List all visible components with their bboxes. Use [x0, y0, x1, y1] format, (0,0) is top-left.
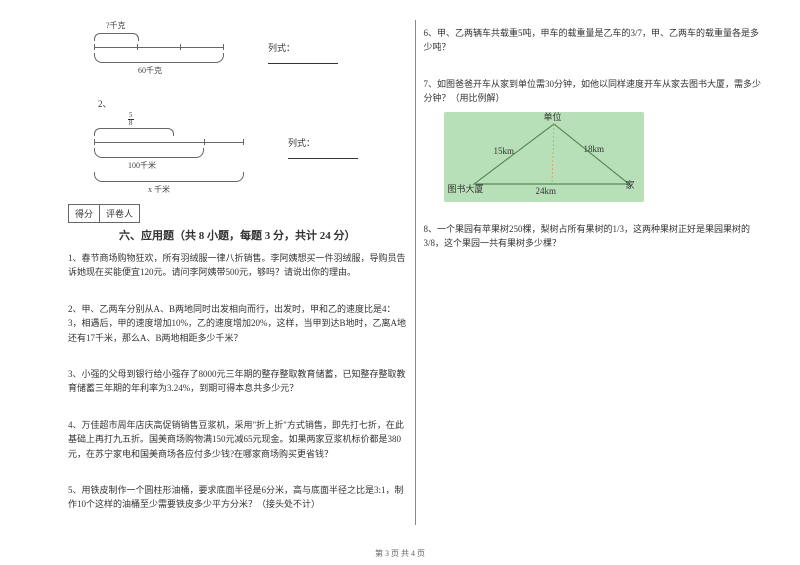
- d1-liesh: 列式：: [268, 41, 338, 66]
- tri-left: 图书大厦: [448, 182, 484, 195]
- d1-line: [94, 47, 224, 48]
- d2-number: 2、: [98, 97, 407, 110]
- d2-top-brace: [94, 128, 174, 136]
- d2-bottom-brace: [94, 172, 244, 182]
- d2-line: [94, 142, 244, 143]
- question-6: 6、甲、乙两辆车共载重5吨，甲车的载重量是乙车的3/7，甲、乙两车的载重量各是多…: [424, 26, 763, 55]
- d1-bottom-label: 60千克: [138, 65, 162, 76]
- d2-mid-brace: [94, 148, 204, 158]
- triangle-diagram: 单位 图书大厦 家 15km 18km 24km: [444, 112, 644, 202]
- d2-frac: 58: [128, 112, 134, 127]
- score-box: 得分 评卷人: [68, 204, 407, 223]
- tri-side-left: 15km: [494, 146, 515, 156]
- tri-side-right: 18km: [584, 144, 605, 154]
- tri-apex: 单位: [544, 110, 562, 123]
- section-title: 六、应用题（共 8 小题，每题 3 分，共计 24 分）: [68, 227, 407, 243]
- d2-liesh: 列式：: [288, 136, 358, 161]
- page-footer: 第 3 页 共 4 页: [0, 548, 800, 559]
- d2-bottom-label: x 千米: [148, 184, 170, 195]
- d1-bottom-brace: [94, 53, 224, 63]
- tri-base: 24km: [536, 186, 557, 196]
- d1-top-label: ?千克: [106, 20, 407, 31]
- diagram-1: ?千克 列式： 60千克: [88, 20, 407, 87]
- question-1: 1、春节商场购物狂欢，所有羽绒服一律八折销售。李阿姨想买一件羽绒服，导购员告诉她…: [68, 251, 407, 280]
- score-right: 评卷人: [99, 204, 140, 223]
- d2-mid-label: 100千米: [128, 160, 156, 171]
- question-2: 2、甲、乙两车分别从A、B两地同时出发相向而行，出发时，甲和乙的速度比是4：3，…: [68, 302, 407, 345]
- score-left: 得分: [68, 204, 100, 223]
- left-column: ?千克 列式： 60千克 2、 58 列式：: [60, 20, 416, 525]
- d1-top-brace: [94, 33, 139, 41]
- tri-right: 家: [626, 178, 635, 191]
- question-4: 4、万佳超市周年店庆高促销销售豆浆机，采用"折上折"方式销售，即先打七折，在此基…: [68, 418, 407, 461]
- diagram-2: 58 列式： 100千米 x 千米: [88, 116, 407, 194]
- question-5: 5、用铁皮制作一个圆柱形油桶，要求底面半径是6分米，高与底面半径之比是3:1，制…: [68, 483, 407, 512]
- right-column: 6、甲、乙两辆车共载重5吨，甲车的载重量是乙车的3/7，甲、乙两车的载重量各是多…: [416, 20, 771, 525]
- question-7: 7、如图爸爸开车从家到单位需30分钟，如他以同样速度开车从家去图书大厦，需多少分…: [424, 77, 763, 106]
- question-3: 3、小强的父母到银行给小强存了8000元三年期的整存整取教育储蓄，已知整存整取教…: [68, 367, 407, 396]
- question-8: 8、一个果园有苹果树250棵，梨树占所有果树的1/3，这两种果树正好是果园果树的…: [424, 222, 763, 251]
